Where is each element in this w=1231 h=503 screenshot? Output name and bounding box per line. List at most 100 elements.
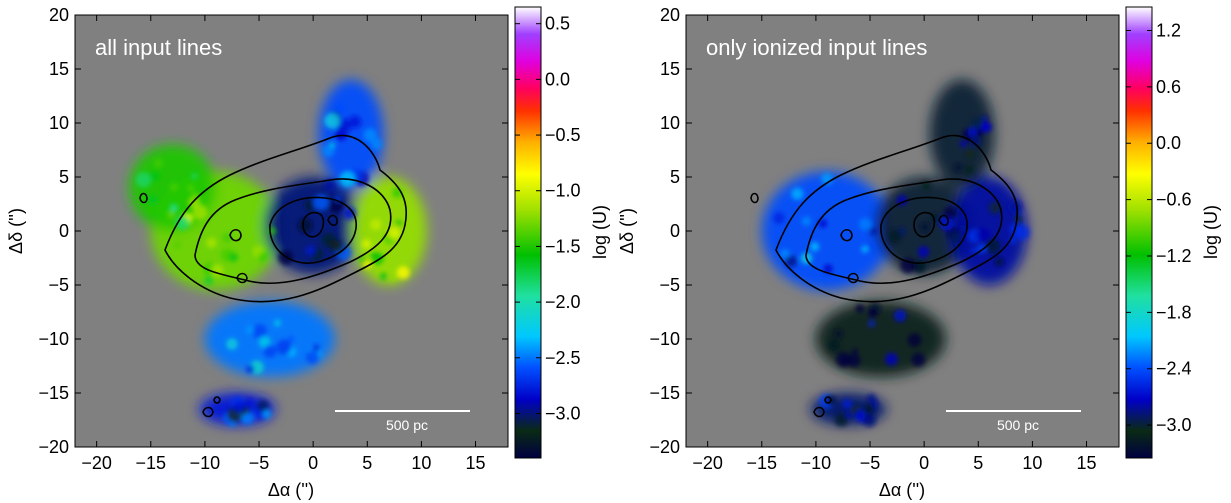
colorbar: [514, 6, 542, 459]
colorbar-tick-label: −3.0: [1156, 415, 1192, 435]
emission-speckle: [287, 335, 295, 343]
panel-title: all input lines: [95, 35, 222, 60]
emission-speckle: [773, 212, 785, 224]
emission-speckle: [785, 255, 798, 268]
emission-speckle: [348, 115, 362, 129]
emission-speckle: [363, 128, 377, 142]
emission-speckle: [984, 238, 1001, 254]
colorbar-ticks: 1.2 0.6 0.0 −0.6 −1.2 −1.8 −2.4 −3.0: [1126, 20, 1192, 435]
contour-knot: [236, 272, 248, 284]
emission-speckle: [147, 194, 158, 205]
emission-speckle: [917, 245, 930, 258]
x-tick-label: −15: [747, 453, 778, 473]
emission-speckle: [186, 184, 195, 192]
panel-left: −20 −15 −10 −5 0 5 10 15 −20 −15 −10 −5 0 5 10 15 20 500…: [6, 5, 610, 500]
contour-knot: [139, 192, 148, 204]
scale-bar-label: 500 pc: [386, 417, 428, 433]
emission-speckle: [396, 266, 410, 280]
colorbar-tick-label: 0.0: [1156, 133, 1181, 153]
x-axis-label: Δα (''): [268, 480, 314, 500]
emission-speckle: [827, 339, 841, 352]
emission-speckle: [388, 226, 401, 239]
emission-speckle: [361, 239, 372, 249]
emission-speckle: [257, 400, 269, 412]
emission-speckle: [273, 319, 281, 327]
emission-speckle: [842, 399, 852, 409]
emission-speckle: [871, 399, 878, 407]
emission-speckle: [206, 237, 217, 249]
contour-inner: [269, 196, 357, 264]
emission-region: [815, 301, 946, 377]
x-tick-label: 5: [973, 453, 983, 473]
contour-knot: [847, 272, 859, 284]
emission-speckle: [818, 219, 828, 228]
y-tick-label: 15: [49, 59, 69, 79]
x-tick-label: 10: [1022, 453, 1042, 473]
y-tick-label: −5: [48, 275, 69, 295]
contour-knot: [813, 406, 825, 418]
contour-knot: [213, 396, 221, 404]
colorbar-tick-label: −1.2: [1156, 246, 1192, 266]
colorbar-label: log (U): [1201, 205, 1221, 259]
emission-speckle: [297, 217, 313, 234]
emission-speckle: [964, 164, 974, 174]
emission-speckle: [868, 320, 876, 327]
y-tick-label: −10: [649, 329, 680, 349]
emission-speckle: [204, 276, 213, 286]
emission-speckle: [1007, 199, 1023, 215]
panel-right: −20 −15 −10 −5 0 5 10 15 −20 −15 −10 −5 0 5 10 15 20 500…: [617, 5, 1221, 500]
x-tick-label: 15: [1077, 453, 1097, 473]
emission-speckle: [375, 239, 388, 251]
emission-region: [204, 301, 335, 377]
emission-speckle: [306, 350, 319, 364]
emission-speckle: [169, 182, 178, 192]
emission-speckle: [262, 409, 272, 419]
emission-speckle: [147, 202, 161, 216]
y-tick-label: −20: [38, 437, 69, 457]
emission-speckle: [983, 122, 993, 132]
emission-speckle: [858, 217, 872, 231]
panel-title: only ionized input lines: [706, 35, 927, 60]
emission-speckle: [276, 339, 292, 355]
emission-speckle: [919, 222, 930, 233]
contour-lines: [139, 134, 407, 418]
emission-speckle: [867, 243, 874, 251]
emission-speckle: [1013, 215, 1023, 224]
emission-speckle: [893, 309, 907, 322]
emission-speckle: [900, 257, 916, 274]
emission-speckle: [958, 224, 967, 232]
colorbar-left: 0.5 0.0 −0.5 −1.0 −1.5 −2.0 −2.5 −3.0 log (U): [514, 6, 610, 459]
colorbar-tick-label: 0.6: [1156, 77, 1181, 97]
colorbar-tick-label: −2.5: [545, 348, 581, 368]
emission-speckle: [988, 201, 1001, 214]
y-tick-label: 5: [59, 167, 69, 187]
contour-knot: [824, 396, 832, 404]
emission-speckle: [854, 410, 863, 419]
contour-outer: [775, 134, 1018, 303]
x-tick-label: 0: [308, 453, 318, 473]
colorbar-tick-label: 0.0: [545, 69, 570, 89]
emission-speckle: [851, 348, 859, 355]
contour-core: [913, 211, 936, 238]
emission-speckle: [855, 304, 865, 314]
emission-speckle: [976, 227, 991, 242]
x-tick-label: −5: [860, 453, 881, 473]
y-tick-label: 0: [670, 221, 680, 241]
emission-speckle: [359, 256, 367, 264]
x-tick-label: 15: [466, 453, 486, 473]
colorbar-tick-label: −1.5: [545, 236, 581, 256]
emission-speckle: [862, 403, 875, 415]
emission-speckle: [240, 410, 255, 425]
contour-mid: [805, 178, 1003, 284]
contour-knot: [327, 214, 338, 227]
emission-speckle: [994, 257, 1004, 267]
y-tick-label: −15: [649, 383, 680, 403]
colorbar-right: 1.2 0.6 0.0 −0.6 −1.2 −1.8 −2.4 −3.0 log (U): [1125, 6, 1221, 459]
y-tick-label: 5: [670, 167, 680, 187]
y-tick-label: 20: [660, 5, 680, 25]
y-tick-label: 10: [660, 113, 680, 133]
y-tick-label: 15: [660, 59, 680, 79]
emission-speckle: [305, 245, 316, 256]
emission-speckle: [970, 247, 978, 254]
emission-speckle: [173, 241, 181, 250]
